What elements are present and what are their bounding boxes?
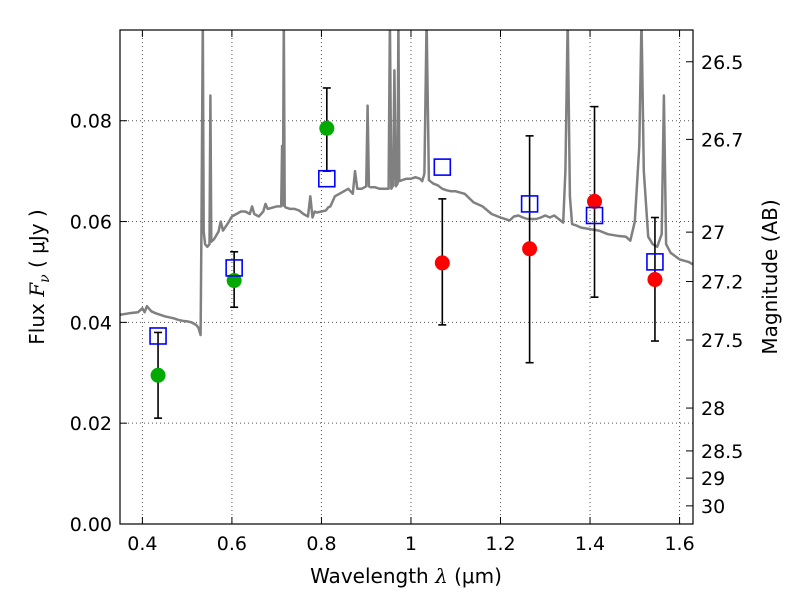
model-square-marker — [520, 195, 539, 213]
y-tick-label: 0.04 — [70, 312, 112, 334]
y2-tick-label: 27.2 — [701, 272, 743, 294]
red-data-point — [647, 272, 663, 288]
y-tick-label: 0.00 — [70, 514, 112, 536]
axis-ticks: 0.4 0.6 0.8 1 1.2 1.4 1.6 0.00 0.02 0.04 0.06 0.08 2… — [70, 30, 743, 555]
x-tick-label: 1 — [405, 533, 417, 555]
x-tick-label: 0.8 — [306, 533, 336, 555]
x-tick-label: 1.4 — [575, 533, 605, 555]
model-square-marker — [646, 253, 664, 271]
x-tick-label: 1.2 — [485, 533, 515, 555]
red-data-point — [522, 241, 538, 257]
y2-axis-title: Magnitude (AB) — [758, 199, 782, 354]
model-square-marker — [149, 327, 167, 345]
y2-tick-label: 28.5 — [701, 441, 743, 463]
y2-tick-label: 26.7 — [701, 129, 743, 151]
plot-background — [120, 30, 693, 524]
y2-tick-label: 26.5 — [701, 52, 743, 74]
spectrum-line — [120, 30, 693, 337]
y-tick-label: 0.02 — [70, 413, 112, 435]
x-tick-label: 1.6 — [664, 533, 694, 555]
green-data-point — [319, 120, 335, 136]
green-data-point — [226, 273, 242, 289]
plot-frame — [119, 29, 694, 525]
data-markers — [149, 120, 664, 383]
y-tick-label: 0.06 — [70, 212, 112, 234]
y2-tick-label: 28 — [701, 398, 725, 420]
y2-tick-label: 27.5 — [701, 330, 743, 352]
x-tick-label: 0.4 — [127, 533, 157, 555]
spectrum-series — [120, 30, 693, 337]
y2-tick-label: 30 — [701, 496, 725, 518]
x-tick-label: 0.6 — [217, 533, 247, 555]
y-tick-label: 0.08 — [70, 111, 112, 133]
y2-tick-label: 27 — [701, 222, 725, 244]
model-square-marker — [585, 206, 604, 225]
x-axis-title: Wavelength λ (μm) — [310, 564, 502, 588]
red-data-point — [434, 255, 450, 271]
green-data-point — [150, 367, 166, 383]
model-square-marker — [318, 169, 336, 188]
model-square-marker — [225, 259, 243, 277]
red-data-point — [587, 193, 603, 209]
y2-tick-label: 29 — [701, 468, 725, 490]
model-square-marker — [433, 158, 452, 176]
y-axis-title: Flux Fν ( μJy ) — [25, 209, 53, 344]
